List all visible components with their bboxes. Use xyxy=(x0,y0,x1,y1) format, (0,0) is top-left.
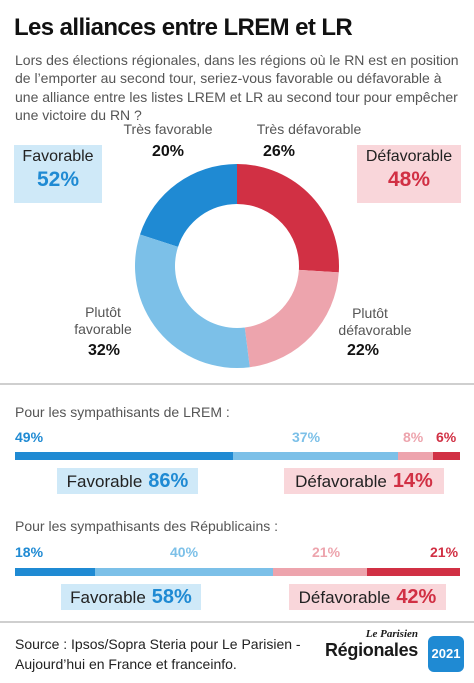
brand-publisher: Le Parisien xyxy=(365,628,418,640)
footer-divider xyxy=(0,621,474,623)
lr-favorable-label: Favorable xyxy=(70,588,146,607)
brand-year-badge: 2021 xyxy=(428,636,464,672)
lr-value-plutot-favorable: 40% xyxy=(170,544,199,560)
label-plutot-favorable-1: Plutôt xyxy=(85,304,121,320)
favorable-summary-label: Favorable xyxy=(22,148,94,165)
source-text: Source : Ipsos/Sopra Steria pour Le Pari… xyxy=(15,634,301,674)
source-line-1: Source : Ipsos/Sopra Steria pour Le Pari… xyxy=(15,636,301,652)
source-line-2: Aujourd’hui en France et franceinfo. xyxy=(15,656,237,672)
slice-tres-favorable xyxy=(139,164,237,247)
donut-chart: Très favorable 20% Très défavorable 26% … xyxy=(14,121,461,368)
favorable-summary-value: 52% xyxy=(36,168,80,191)
value-tres-defavorable: 26% xyxy=(262,143,296,160)
donut-svg xyxy=(134,164,339,368)
lr-segment-tres-defavorable xyxy=(366,568,460,576)
label-tres-defavorable: Très défavorable xyxy=(256,121,362,137)
lr-value-tres-favorable: 18% xyxy=(15,544,44,560)
defavorable-summary-box: Défavorable 48% xyxy=(357,145,461,203)
value-plutot-defavorable: 22% xyxy=(346,342,380,359)
slice-plutot-favorable xyxy=(134,234,250,368)
lr-segment-tres-favorable xyxy=(15,568,96,576)
lr-stacked-bar xyxy=(15,568,460,576)
slice-tres-defavorable xyxy=(237,164,339,273)
lrem-value-tres-favorable: 49% xyxy=(15,429,44,445)
lrem-segment-tres-favorable xyxy=(15,452,234,460)
favorable-summary-box: Favorable 52% xyxy=(14,145,102,203)
defavorable-summary-label: Défavorable xyxy=(365,148,453,165)
lrem-value-tres-defavorable: 6% xyxy=(436,429,457,445)
lrem-defavorable-value: 14% xyxy=(392,470,433,492)
value-tres-favorable: 20% xyxy=(151,143,185,160)
lr-defavorable-label: Défavorable xyxy=(298,588,391,607)
lrem-section-title: Pour les sympathisants de LREM : xyxy=(15,404,230,420)
lrem-favorable-value: 86% xyxy=(148,470,189,492)
lr-defavorable-value: 42% xyxy=(396,586,437,608)
survey-question: Lors des élections régionales, dans les … xyxy=(15,52,459,124)
chart-title: Les alliances entre LREM et LR xyxy=(14,14,353,41)
value-plutot-favorable: 32% xyxy=(87,342,121,359)
label-plutot-defavorable-2: défavorable xyxy=(338,322,412,338)
label-tres-favorable: Très favorable xyxy=(123,121,213,137)
section-divider xyxy=(0,383,474,385)
lrem-stacked-bar xyxy=(15,452,460,460)
lr-favorable-value: 58% xyxy=(151,586,192,608)
lrem-defavorable-label: Défavorable xyxy=(295,472,387,491)
label-plutot-defavorable-1: Plutôt xyxy=(352,305,388,321)
lr-value-plutot-defavorable: 21% xyxy=(312,544,341,560)
lrem-segment-tres-defavorable xyxy=(433,452,460,460)
brand-title: Régionales xyxy=(324,640,418,660)
label-plutot-favorable-2: favorable xyxy=(74,321,132,337)
lr-value-tres-defavorable: 21% xyxy=(430,544,459,560)
lr-defavorable-tag: Défavorable 42% xyxy=(289,584,446,610)
lrem-value-plutot-favorable: 37% xyxy=(292,429,321,445)
lr-segment-plutot-defavorable xyxy=(273,568,367,576)
lr-section-title: Pour les sympathisants des Républicains … xyxy=(15,518,279,534)
lrem-defavorable-tag: Défavorable 14% xyxy=(284,468,444,494)
defavorable-summary-value: 48% xyxy=(387,168,431,191)
lrem-favorable-label: Favorable xyxy=(66,472,143,491)
lr-segment-plutot-favorable xyxy=(95,568,274,576)
lrem-segment-plutot-favorable xyxy=(233,452,398,460)
brand-logo: Le Parisien Régionales 2021 xyxy=(314,628,464,678)
lrem-favorable-tag: Favorable 86% xyxy=(57,468,198,494)
lr-favorable-tag: Favorable 58% xyxy=(61,584,201,610)
slice-plutot-defavorable xyxy=(244,269,339,368)
lrem-value-plutot-defavorable: 8% xyxy=(403,429,424,445)
lrem-segment-plutot-defavorable xyxy=(397,452,434,460)
